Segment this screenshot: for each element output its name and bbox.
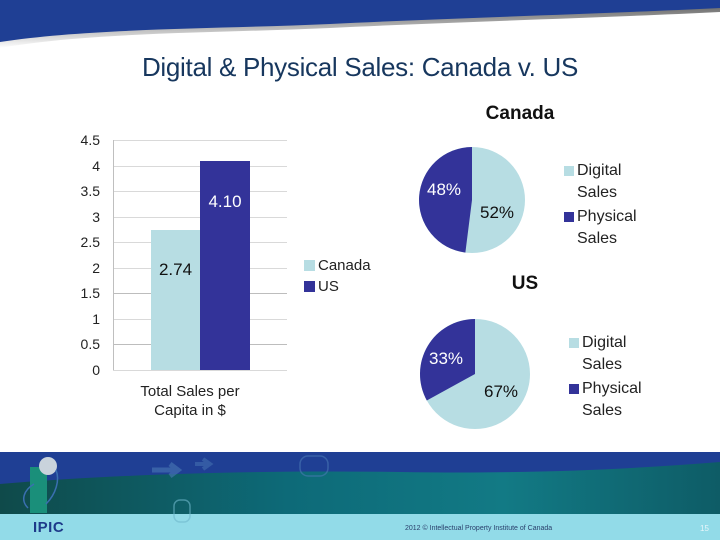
y-tick: 4.5 (80, 132, 100, 148)
pie-chart-canada (419, 147, 525, 253)
legend-item-canada: Canada (304, 255, 371, 276)
ipic-logo-text: IPIC (33, 519, 65, 536)
legend-swatch (304, 260, 315, 271)
y-axis-line (113, 140, 114, 370)
y-tick: 2.5 (80, 234, 100, 250)
footer-band (0, 452, 720, 540)
y-tick: 0 (92, 362, 100, 378)
y-tick: 4 (92, 158, 100, 174)
legend-swatch (569, 384, 579, 394)
slide-title: Digital & Physical Sales: Canada v. US (141, 52, 579, 82)
header-wave-band (0, 0, 720, 48)
pie-title-canada: Canada (485, 103, 555, 124)
y-tick: 0.5 (80, 336, 100, 352)
legend-item-digital: Digital Sales (569, 332, 642, 376)
pie-chart-us (420, 319, 530, 429)
legend-label: Physical Sales (582, 380, 642, 419)
legend-swatch (564, 212, 574, 222)
legend-label: US (318, 278, 339, 295)
legend-swatch (304, 281, 315, 292)
legend-swatch (569, 338, 579, 348)
legend-item-us: US (304, 276, 371, 297)
y-tick: 3.5 (80, 183, 100, 199)
x-axis-label-line: Capita in $ (154, 402, 226, 419)
legend-item-physical: Physical Sales (569, 378, 642, 422)
legend-label: Physical Sales (577, 208, 637, 247)
pie-title-us: US (511, 273, 539, 294)
pie-slice-label: 48% (427, 180, 462, 199)
legend-swatch (564, 166, 574, 176)
legend-label: Canada (318, 257, 371, 274)
pie-slice-label: 33% (429, 349, 464, 368)
bar-canada: 2.74 (151, 230, 200, 370)
x-axis-label-line: Total Sales per (140, 383, 240, 400)
pie-slice-label: 67% (484, 382, 519, 401)
page-number: 15 (700, 524, 709, 533)
legend-item-physical: Physical Sales (564, 206, 637, 250)
x-axis-label: Total Sales per Capita in $ (130, 382, 250, 420)
y-tick: 1 (92, 311, 100, 327)
grid-line (113, 370, 287, 371)
pie-slice-label: 52% (480, 203, 515, 222)
pie-legend-us: Digital Sales Physical Sales (569, 332, 642, 424)
y-tick: 2 (92, 260, 100, 276)
legend-label: Digital Sales (582, 334, 627, 373)
pie-legend-canada: Digital Sales Physical Sales (564, 160, 637, 252)
copyright-footer: 2012 © Intellectual Property Institute o… (405, 525, 553, 532)
bar-value-label: 4.10 (208, 192, 242, 211)
bar-us: 4.10 (200, 161, 250, 370)
legend-label: Digital Sales (577, 162, 622, 201)
y-tick: 3 (92, 209, 100, 225)
legend-item-digital: Digital Sales (564, 160, 637, 204)
y-tick: 1.5 (80, 285, 100, 301)
bar-chart: 4.5 4 3.5 3 2.5 2 1.5 1 0.5 0 2.74 4.10 … (60, 130, 300, 430)
bar-chart-legend: Canada US (304, 255, 371, 297)
bar-value-label: 2.74 (158, 260, 193, 279)
grid-line (113, 140, 287, 141)
